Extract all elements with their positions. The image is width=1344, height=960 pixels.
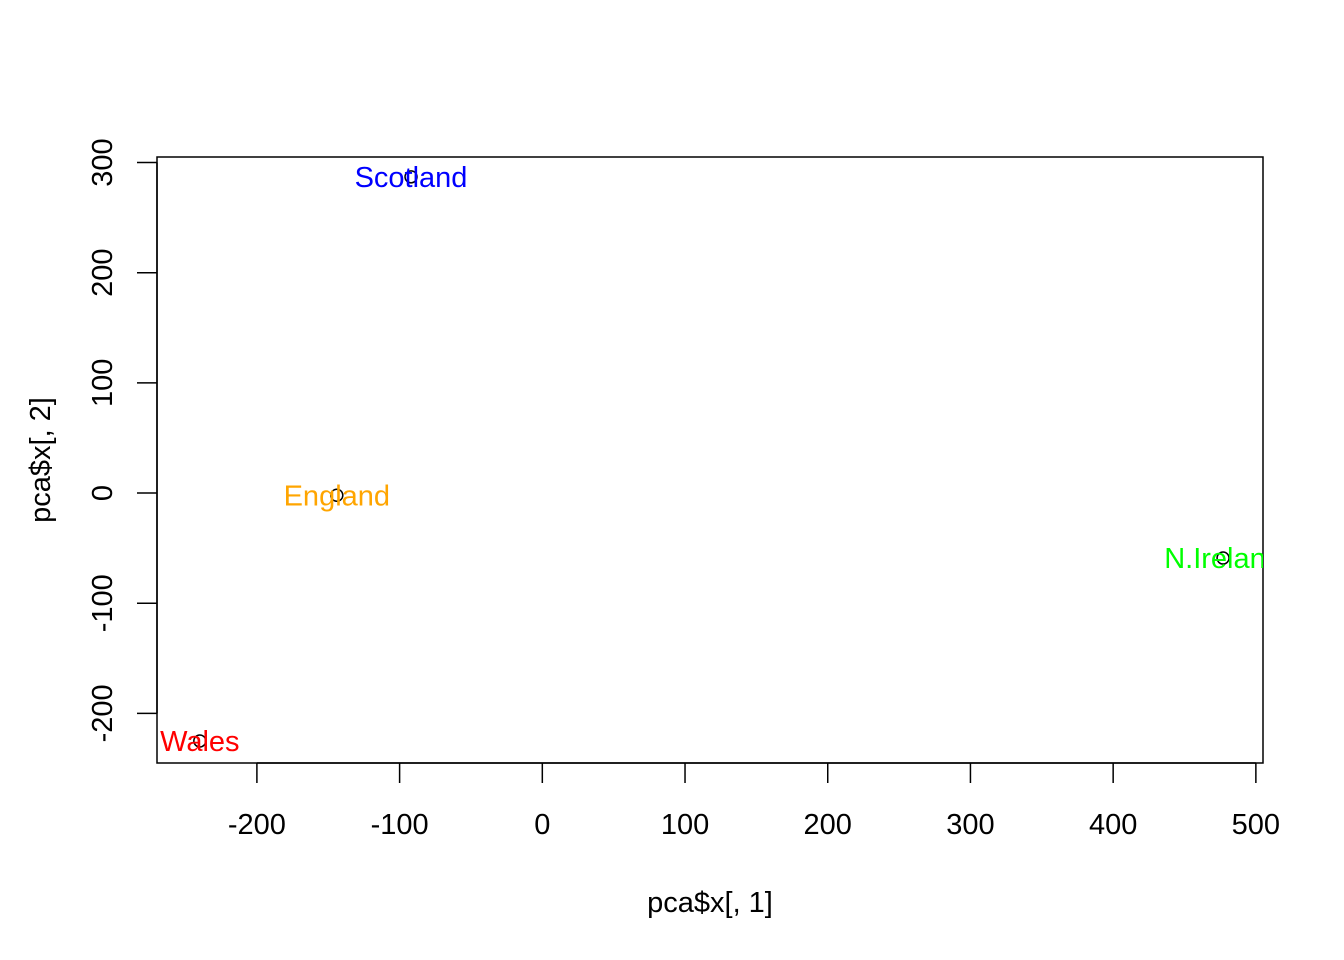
point-label: Scotland [355, 162, 468, 194]
data-point [404, 170, 418, 184]
x-axis-title: pca$x[, 1] [647, 887, 773, 919]
x-tick-label: -200 [228, 809, 286, 841]
point-label: England [284, 480, 390, 512]
y-axis: -200 -100 0 100 200 300 [87, 138, 158, 742]
x-tick-label: 400 [1089, 809, 1137, 841]
y-tick-label: 200 [87, 248, 119, 296]
point-label: Wales [160, 726, 240, 758]
y-tick-label: 100 [87, 359, 119, 407]
x-tick-label: 200 [804, 809, 852, 841]
y-tick-label: 300 [87, 138, 119, 186]
x-tick-label: 0 [534, 809, 550, 841]
y-axis-title: pca$x[, 2] [25, 397, 57, 523]
data-point [1216, 551, 1230, 565]
point-layer: England Wales Scotland N.Ireland [160, 162, 1282, 758]
point-label: N.Ireland [1164, 543, 1282, 575]
y-tick-label: -200 [87, 684, 119, 742]
x-tick-label: 100 [661, 809, 709, 841]
plot-frame [156, 156, 1264, 764]
y-tick-label: -100 [87, 574, 119, 632]
x-tick-label: 300 [946, 809, 994, 841]
x-tick-label: -100 [371, 809, 429, 841]
x-axis: -200 -100 0 100 200 300 400 500 [228, 762, 1280, 841]
x-tick-label: 500 [1232, 809, 1280, 841]
data-point [330, 488, 344, 503]
data-point [193, 734, 207, 748]
y-tick-label: 0 [87, 485, 119, 501]
